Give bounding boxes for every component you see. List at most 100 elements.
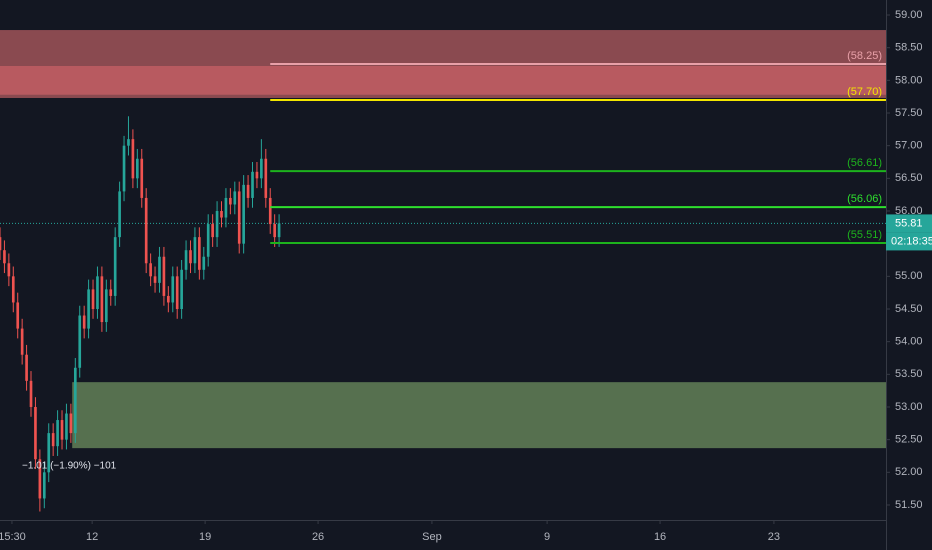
- candle-body: [153, 276, 157, 283]
- candle-body: [109, 289, 113, 296]
- candle-body: [69, 413, 73, 434]
- candle-body: [193, 237, 197, 264]
- candle-body: [273, 224, 276, 238]
- candle-body: [167, 295, 170, 303]
- candle-body: [246, 184, 250, 198]
- candle-body: [162, 256, 166, 296]
- y-tick-label: 57.50: [895, 107, 923, 119]
- candle-body: [131, 139, 135, 179]
- y-tick-label: 52.00: [895, 466, 923, 478]
- candle-body: [16, 302, 20, 329]
- candle-body: [220, 211, 223, 218]
- candle-body: [78, 315, 82, 368]
- candle-body: [82, 315, 86, 329]
- y-tick-label: 53.50: [895, 368, 923, 380]
- candle-body: [20, 328, 24, 355]
- x-tick-label: 26: [312, 531, 324, 543]
- candle-body: [0, 237, 2, 251]
- candle-body: [65, 413, 68, 440]
- candle-body: [260, 158, 263, 179]
- y-tick-label: 56.50: [895, 172, 923, 184]
- last-price-label: 55.81: [895, 217, 923, 229]
- candle-body: [100, 276, 104, 323]
- y-tick-label: 57.00: [895, 140, 923, 152]
- candle-body: [25, 354, 28, 381]
- candle-body: [206, 224, 210, 257]
- candle-body: [175, 276, 179, 309]
- candle-body: [277, 223, 281, 238]
- level-label: (56.06): [847, 193, 882, 205]
- level-label: (55.51): [847, 229, 882, 241]
- candle-body: [91, 289, 95, 309]
- zone: [0, 65, 886, 95]
- x-tick-label: 16: [654, 531, 666, 543]
- x-tick-label: 15:30: [0, 531, 26, 543]
- x-tick-label: 19: [199, 531, 211, 543]
- candle-body: [104, 289, 108, 323]
- candle-body: [140, 158, 144, 198]
- y-tick-label: 51.50: [895, 499, 923, 511]
- x-tick-label: 23: [768, 531, 780, 543]
- y-tick-label: 54.00: [895, 336, 923, 348]
- y-tick-label: 55.00: [895, 270, 923, 282]
- candle-body: [233, 191, 237, 205]
- candle-body: [184, 250, 188, 270]
- candle-body: [122, 145, 126, 192]
- candle-body: [237, 191, 241, 244]
- candle-body: [60, 420, 64, 440]
- candle-body: [56, 420, 59, 447]
- countdown-label: 02:18:35: [891, 235, 932, 247]
- level-label: (57.70): [847, 86, 882, 98]
- candle-body: [268, 197, 272, 225]
- x-tick-label: Sep: [422, 531, 442, 543]
- level-label: (58.25): [847, 50, 882, 62]
- candle-body: [224, 197, 228, 218]
- candle-body: [202, 256, 206, 270]
- candle-body: [251, 171, 254, 198]
- y-tick-label: 59.00: [895, 9, 923, 21]
- level-label: (56.61): [847, 157, 882, 169]
- candle-body: [29, 380, 33, 407]
- y-tick-label: 56.00: [895, 205, 923, 217]
- candle-body: [42, 472, 46, 499]
- candle-body: [149, 263, 152, 277]
- candle-body: [180, 269, 183, 309]
- candle-body: [144, 197, 148, 264]
- candle-body: [7, 263, 11, 277]
- candle-body: [189, 250, 192, 264]
- y-tick-label: 54.50: [895, 303, 923, 315]
- candle-body: [96, 276, 99, 309]
- y-tick-label: 53.00: [895, 401, 923, 413]
- y-tick-label: 58.00: [895, 74, 923, 86]
- candle-body: [229, 197, 232, 205]
- zone: [72, 382, 887, 449]
- candle-body: [34, 406, 37, 460]
- candle-body: [47, 433, 51, 473]
- y-tick-label: 52.50: [895, 434, 923, 446]
- candle-body: [215, 211, 219, 238]
- candle-body: [136, 158, 139, 179]
- candle-body: [118, 191, 121, 238]
- candle-body: [171, 276, 175, 303]
- x-tick-label: 12: [86, 531, 98, 543]
- countdown-box: [886, 232, 932, 251]
- candle-body: [11, 276, 15, 303]
- candle-body: [73, 367, 77, 434]
- x-tick-label: 9: [544, 531, 550, 543]
- candle-body: [127, 139, 130, 146]
- candle-body: [51, 433, 55, 447]
- candle-body: [255, 171, 259, 179]
- last-price-box: [886, 214, 932, 233]
- candle-body: [158, 256, 161, 283]
- candle-body: [264, 158, 268, 198]
- candle-body: [113, 237, 117, 296]
- candle-body: [211, 224, 214, 238]
- change-annotation: −1.01 (−1.90%) −101: [22, 461, 117, 472]
- candle-body: [198, 237, 201, 270]
- candle-body: [87, 289, 90, 329]
- candle-body: [242, 184, 245, 244]
- y-tick-label: 58.50: [895, 42, 923, 54]
- candle-body: [3, 250, 6, 264]
- candle-body: [38, 459, 42, 499]
